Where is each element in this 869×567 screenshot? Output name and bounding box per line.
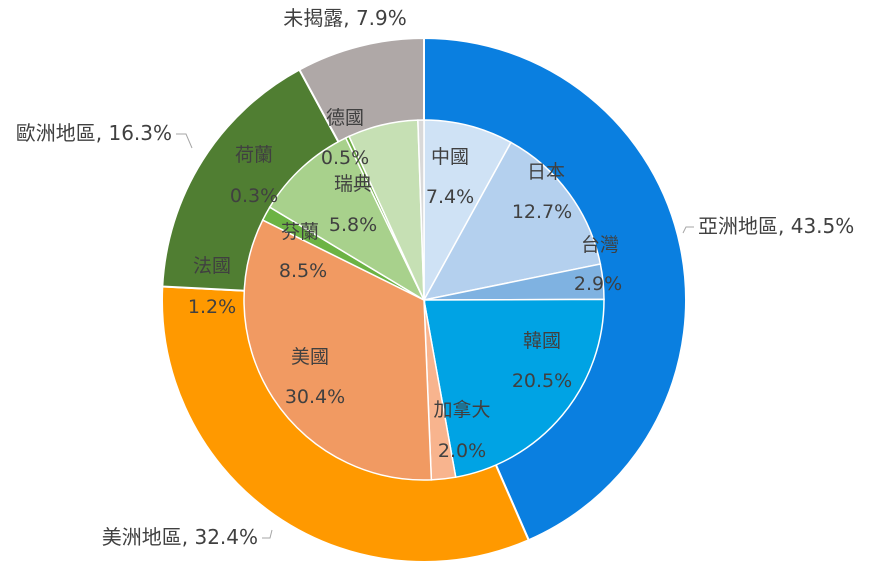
inner-category-label-7: 芬蘭 (281, 221, 319, 243)
outer-label-1: 美洲地區, 32.4% (102, 525, 258, 549)
leader-lines (176, 133, 694, 539)
chart-labels: 亞洲地區, 43.5% 美洲地區, 32.4% 歐洲地區, 16.3% 未揭露, 7.… (16, 6, 855, 549)
leader-line-1 (262, 529, 273, 539)
inner-slice-10 (417, 119, 425, 301)
inner-value-label-0: 7.4% (426, 186, 474, 208)
inner-pie (243, 119, 605, 481)
inner-category-label-8: 荷蘭 (235, 144, 273, 166)
inner-category-label-9: 瑞典 (334, 173, 372, 195)
inner-category-label-6: 法國 (193, 255, 231, 277)
inner-value-label-5: 30.4% (285, 386, 345, 408)
inner-category-label-3: 韓國 (523, 330, 561, 352)
inner-slice-0 (423, 119, 512, 301)
inner-value-label-6: 1.2% (188, 296, 236, 318)
outer-label-0: 亞洲地區, 43.5% (698, 214, 854, 238)
leader-line-2 (176, 133, 193, 149)
inner-value-label-1: 12.7% (512, 201, 572, 223)
leader-line-0 (682, 226, 694, 234)
inner-value-label-3: 20.5% (512, 370, 572, 392)
inner-value-label-2: 2.9% (574, 273, 622, 295)
inner-category-label-2: 台灣 (581, 234, 619, 256)
outer-label-3: 未揭露, 7.9% (283, 6, 407, 30)
inner-value-label-9: 5.8% (329, 214, 377, 236)
inner-slice-1 (422, 141, 602, 302)
outer-label-2: 歐洲地區, 16.3% (16, 121, 172, 145)
inner-value-label-10: 0.5% (321, 147, 369, 169)
inner-slice-7 (268, 136, 426, 302)
inner-category-label-5: 美國 (291, 346, 329, 368)
inner-value-label-7: 8.5% (279, 260, 327, 282)
inner-category-label-1: 日本 (527, 161, 565, 183)
inner-category-label-0: 中國 (431, 146, 469, 168)
inner-slice-5 (243, 219, 433, 481)
inner-category-label-10: 德國 (326, 107, 364, 129)
inner-slice-3 (423, 298, 605, 479)
inner-value-label-4: 2.0% (438, 440, 486, 462)
inner-category-label-4: 加拿大 (433, 398, 490, 421)
inner-value-label-8: 0.3% (230, 185, 278, 207)
